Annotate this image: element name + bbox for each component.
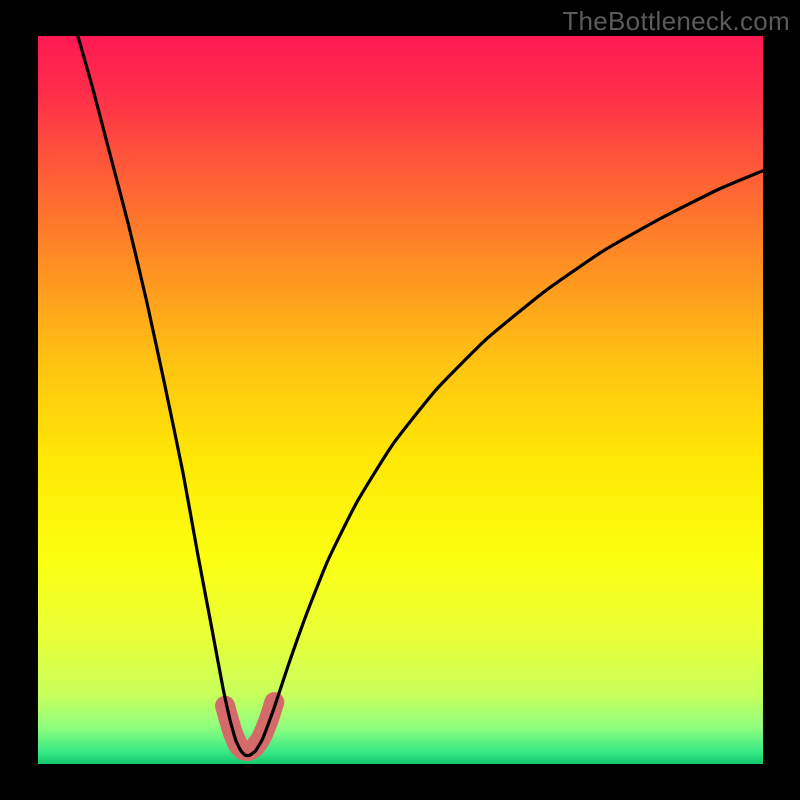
chart-curves-svg — [38, 36, 763, 764]
chart-bottleneck-curve — [78, 36, 763, 756]
watermark-label: TheBottleneck.com — [562, 6, 790, 37]
chart-plot-area — [38, 36, 763, 764]
